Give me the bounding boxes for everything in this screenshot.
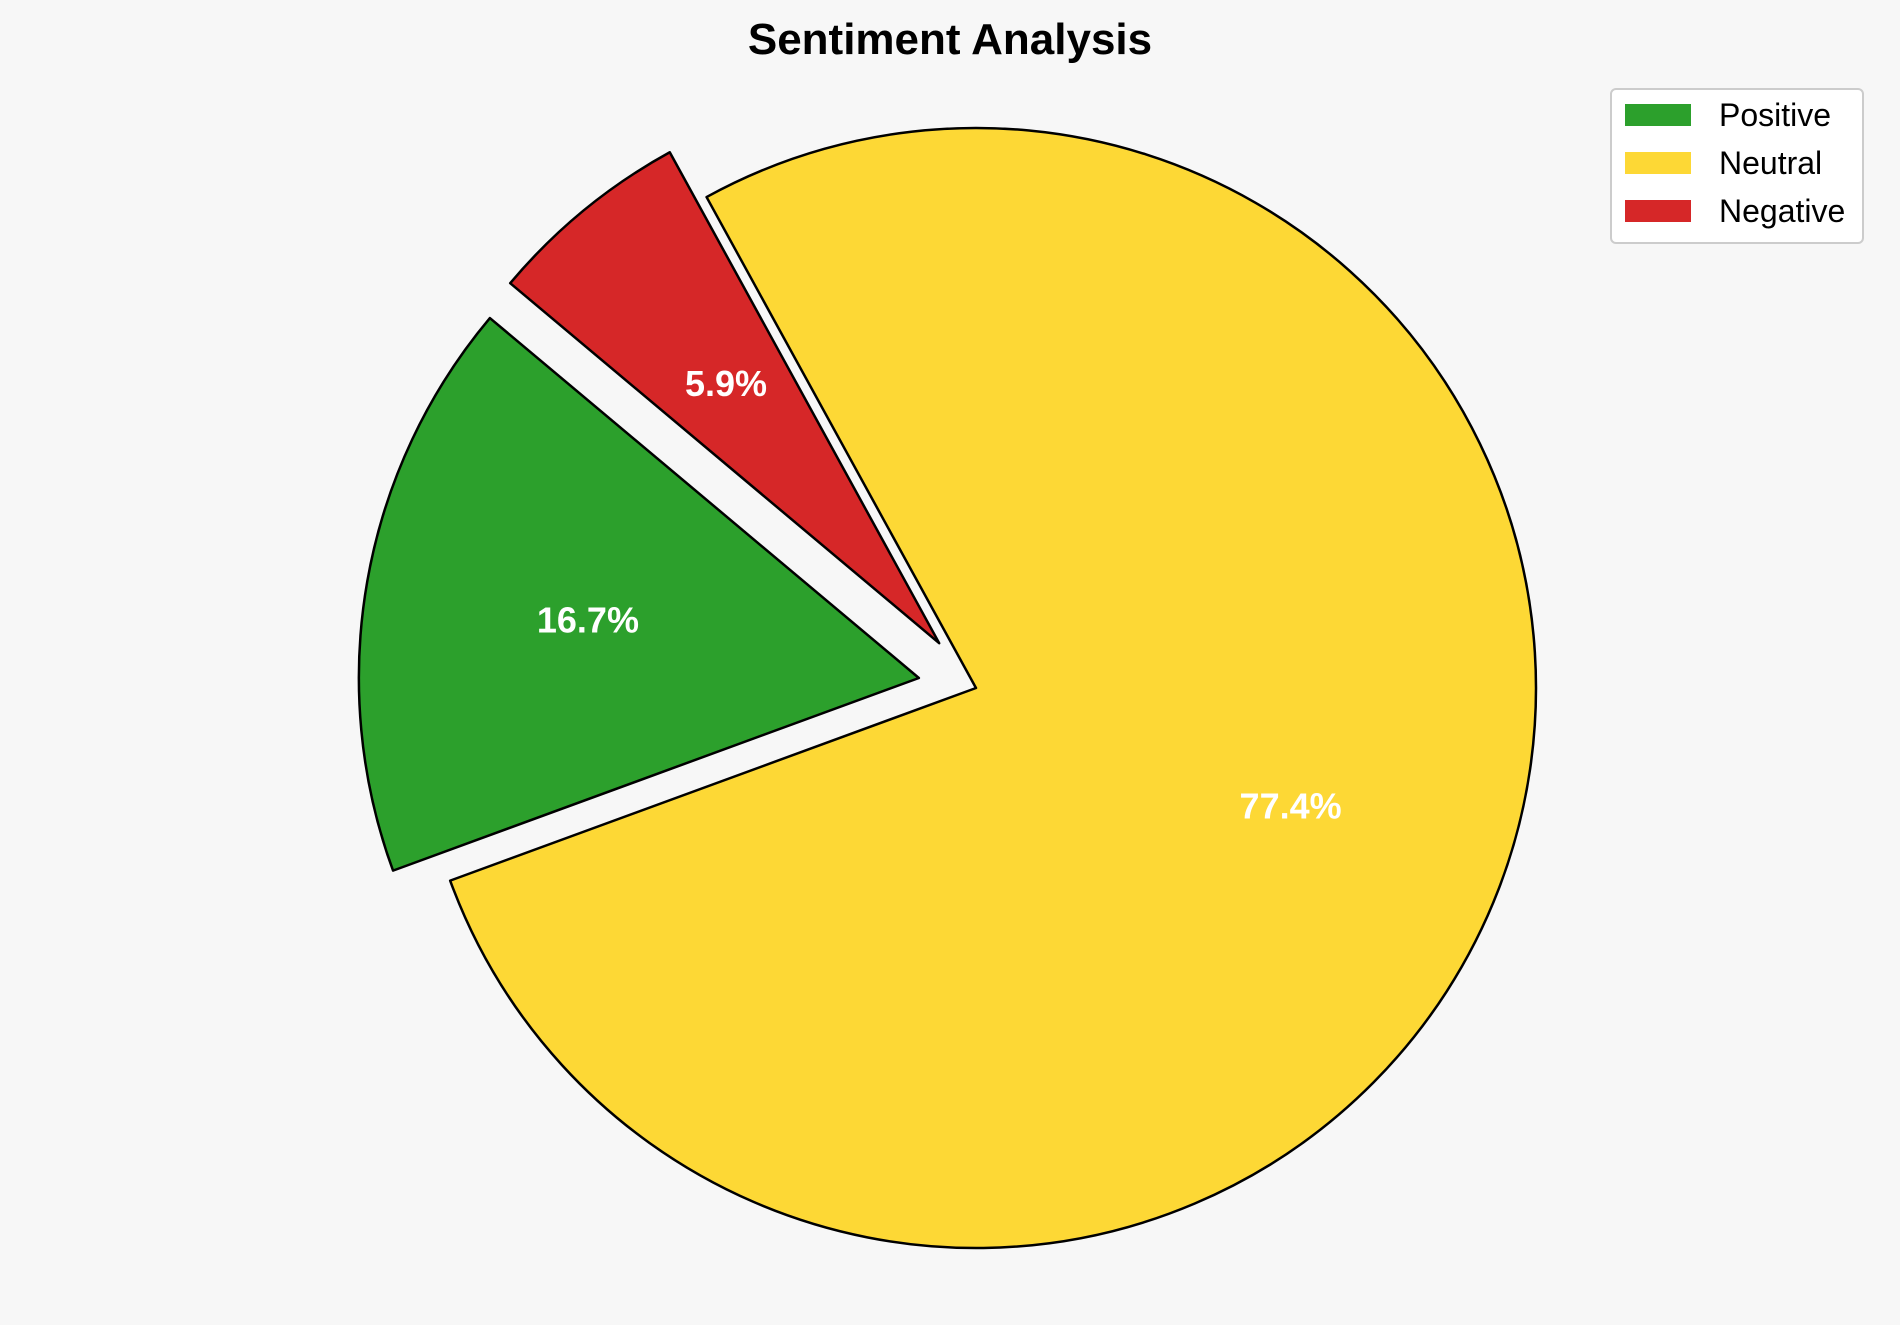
chart-title: Sentiment Analysis <box>748 15 1152 64</box>
pie-slices <box>357 126 1538 1250</box>
slice-label-negative: 5.9% <box>685 363 767 404</box>
legend: Positive Neutral Negative <box>1610 88 1864 244</box>
pie-slice-neutral <box>448 126 1538 1250</box>
legend-label-positive: Positive <box>1719 97 1831 133</box>
pie-labels: 16.7% 77.4% 5.9% <box>537 363 1342 827</box>
legend-swatch-positive <box>1625 104 1691 126</box>
slice-label-positive: 16.7% <box>537 599 639 640</box>
legend-swatch-negative <box>1625 200 1691 222</box>
legend-label-neutral: Neutral <box>1719 145 1822 181</box>
legend-swatch-neutral <box>1625 152 1691 174</box>
slice-label-neutral: 77.4% <box>1240 785 1342 826</box>
legend-label-negative: Negative <box>1719 193 1845 229</box>
legend-items: Positive Neutral Negative <box>1625 97 1845 229</box>
pie-slice-positive <box>357 316 921 872</box>
pie-slice-negative <box>508 150 941 645</box>
